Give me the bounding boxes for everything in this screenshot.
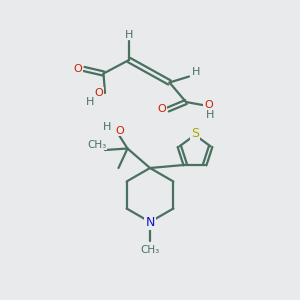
Text: H: H (125, 29, 133, 40)
Text: O: O (204, 100, 213, 110)
Text: O: O (94, 88, 103, 98)
Text: CH₃: CH₃ (87, 140, 106, 150)
Text: O: O (73, 64, 82, 74)
Text: N: N (145, 215, 155, 229)
Text: H: H (103, 122, 112, 132)
Text: CH₃: CH₃ (140, 244, 160, 255)
Text: H: H (86, 97, 94, 107)
Text: H: H (206, 110, 214, 121)
Text: O: O (116, 125, 124, 136)
Text: H: H (191, 67, 200, 77)
Text: O: O (157, 104, 166, 115)
Text: S: S (191, 127, 199, 140)
